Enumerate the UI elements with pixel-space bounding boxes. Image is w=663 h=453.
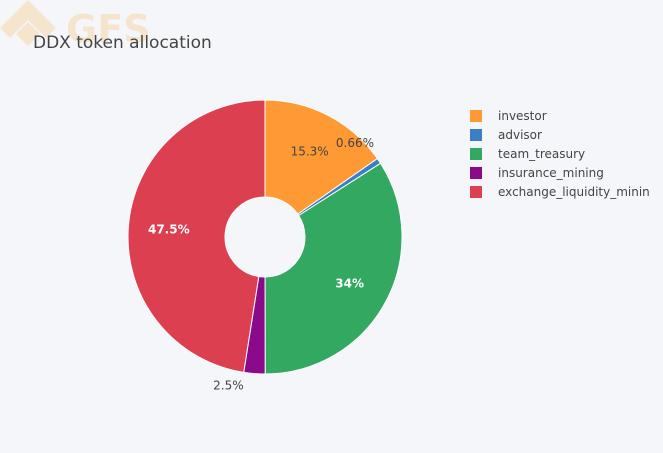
slice-label-advisor: 0.66% [336,136,374,150]
pie-slice-team-treasury[interactable] [264,162,403,375]
legend-item-exchange-liquidity-minin[interactable]: exchange_liquidity_minin [470,182,650,201]
chart-title: DDX token allocation [33,33,212,53]
pie-slice-investor[interactable] [264,99,379,215]
slice-label-exchange-liquidity-minin: 47.5% [148,222,190,236]
legend-label: team_treasury [498,146,586,161]
legend-swatch [470,109,482,122]
legend-swatch [470,128,482,141]
slice-label-investor: 15.3% [291,144,329,158]
chart-legend: investor advisor team_treasury insurance_mi… [470,106,650,201]
legend-swatch [470,185,482,198]
legend-item-insurance-mining[interactable]: insurance_mining [470,163,650,182]
watermark-text: GFS [66,7,151,51]
legend-swatch [470,166,482,179]
legend-label: advisor [498,127,542,142]
legend-label: exchange_liquidity_minin [498,184,650,199]
legend-item-investor[interactable]: investor [470,106,650,125]
pie-slice-exchange-liquidity-minin[interactable] [127,99,266,373]
legend-item-team-treasury[interactable]: team_treasury [470,144,650,163]
legend-item-advisor[interactable]: advisor [470,125,650,144]
gfs-logo-icon: GFS [0,0,151,51]
legend-swatch [470,147,482,160]
legend-label: investor [498,108,547,123]
slice-label-team-treasury: 34% [335,276,364,290]
legend-label: insurance_mining [498,165,604,180]
slice-label-insurance-mining: 2.5% [213,379,244,393]
